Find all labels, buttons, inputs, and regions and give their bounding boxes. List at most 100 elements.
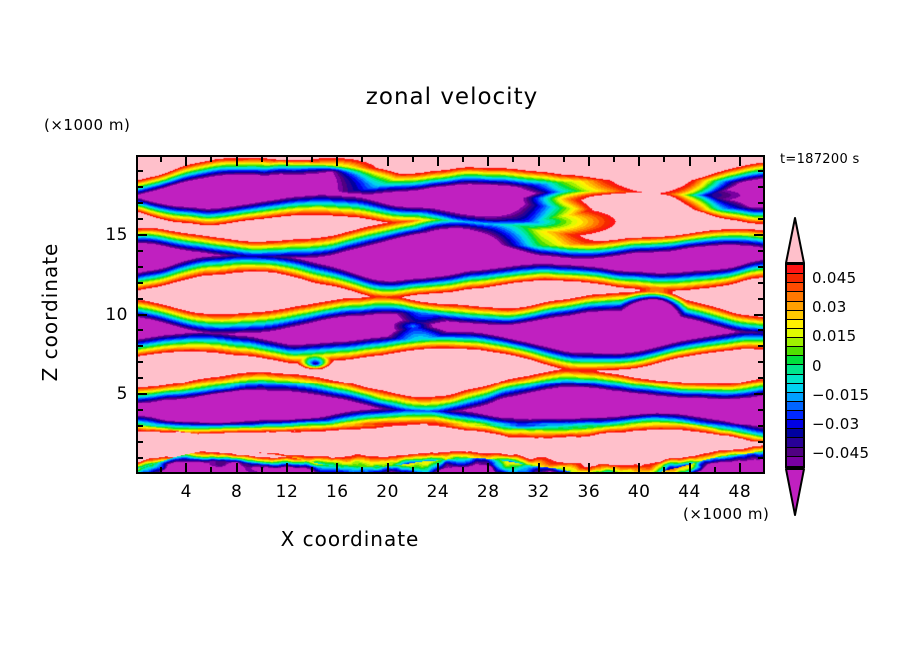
colorbar-tick-label: 0.03 bbox=[812, 297, 847, 316]
x-tick-minor-bottom bbox=[462, 467, 465, 472]
y-tick-minor-left bbox=[138, 409, 143, 412]
x-tick-minor-top bbox=[411, 157, 414, 162]
colorbar-band bbox=[787, 447, 803, 457]
y-tick-minor-left bbox=[138, 345, 143, 348]
x-tick-bottom bbox=[688, 463, 691, 472]
x-tick-top bbox=[235, 157, 238, 166]
contour-plot-area bbox=[136, 155, 765, 474]
x-tick-label: 36 bbox=[577, 482, 601, 502]
x-tick-minor-top bbox=[663, 157, 666, 162]
x-tick-top bbox=[436, 157, 439, 166]
x-tick-minor-bottom bbox=[361, 467, 364, 472]
y-tick-left bbox=[138, 393, 147, 396]
x-tick-label: 20 bbox=[376, 482, 399, 502]
x-axis-title: X coordinate bbox=[280, 527, 420, 551]
x-tick-minor-top bbox=[260, 157, 263, 162]
colorbar-band bbox=[787, 292, 803, 302]
colorbar-tick-label: −0.045 bbox=[812, 444, 870, 463]
y-tick-minor-left bbox=[138, 249, 143, 252]
x-tick-minor-top bbox=[613, 157, 616, 162]
colorbar-band bbox=[787, 319, 803, 329]
y-tick-minor-right bbox=[758, 185, 763, 188]
y-tick-minor-right bbox=[758, 377, 763, 380]
x-tick-minor-bottom bbox=[411, 467, 414, 472]
y-tick-minor-left bbox=[138, 377, 143, 380]
x-tick-minor-bottom bbox=[663, 467, 666, 472]
x-tick-minor-top bbox=[210, 157, 213, 162]
colorbar-band bbox=[787, 274, 803, 284]
y-tick-label: 15 bbox=[105, 224, 128, 245]
y-tick-left bbox=[138, 233, 147, 236]
y-axis-unit-label: (×1000 m) bbox=[44, 116, 131, 134]
chart-title: zonal velocity bbox=[365, 84, 539, 110]
colorbar-tick-label: −0.03 bbox=[812, 415, 860, 434]
colorbar-tick-label: 0.045 bbox=[812, 268, 857, 287]
colorbar bbox=[781, 216, 809, 516]
x-axis-unit-label: (×1000 m) bbox=[683, 505, 770, 523]
y-tick-minor-right bbox=[758, 329, 763, 332]
y-tick-minor-left bbox=[138, 265, 143, 268]
x-tick-bottom bbox=[285, 463, 288, 472]
x-tick-label: 12 bbox=[275, 482, 299, 502]
y-tick-minor-right bbox=[758, 281, 763, 284]
colorbar-band bbox=[787, 438, 803, 448]
contour-field-canvas bbox=[138, 157, 763, 472]
colorbar-band bbox=[787, 374, 803, 384]
x-tick-minor-top bbox=[512, 157, 515, 162]
y-tick-right bbox=[754, 393, 763, 396]
x-tick-top bbox=[688, 157, 691, 166]
x-tick-bottom bbox=[235, 463, 238, 472]
y-tick-minor-left bbox=[138, 169, 143, 172]
colorbar-tick-label: 0.015 bbox=[812, 327, 857, 346]
y-tick-minor-left bbox=[138, 185, 143, 188]
x-tick-top bbox=[285, 157, 288, 166]
x-tick-minor-bottom bbox=[260, 467, 263, 472]
y-tick-minor-right bbox=[758, 361, 763, 364]
x-tick-label: 48 bbox=[728, 482, 752, 502]
y-tick-minor-right bbox=[758, 169, 763, 172]
x-tick-top bbox=[638, 157, 641, 166]
colorbar-band bbox=[787, 420, 803, 430]
colorbar-band bbox=[787, 328, 803, 338]
y-tick-minor-right bbox=[758, 217, 763, 220]
y-tick-minor-right bbox=[758, 409, 763, 412]
x-tick-minor-bottom bbox=[613, 467, 616, 472]
x-tick-minor-bottom bbox=[512, 467, 515, 472]
x-tick-minor-bottom bbox=[713, 467, 716, 472]
y-tick-minor-right bbox=[758, 249, 763, 252]
x-tick-label: 8 bbox=[230, 482, 243, 502]
y-tick-left bbox=[138, 313, 147, 316]
colorbar-band bbox=[787, 283, 803, 293]
x-tick-label: 16 bbox=[325, 482, 349, 502]
colorbar-band bbox=[787, 347, 803, 357]
x-tick-top bbox=[587, 157, 590, 166]
y-tick-minor-right bbox=[758, 265, 763, 268]
x-tick-minor-bottom bbox=[311, 467, 314, 472]
x-tick-minor-bottom bbox=[160, 467, 163, 472]
x-tick-minor-bottom bbox=[562, 467, 565, 472]
timestamp-label: t=187200 s bbox=[780, 152, 860, 167]
colorbar-band bbox=[787, 383, 803, 393]
colorbar-under-arrow bbox=[785, 468, 805, 516]
x-tick-bottom bbox=[638, 463, 641, 472]
x-tick-top bbox=[185, 157, 188, 166]
y-tick-minor-left bbox=[138, 457, 143, 460]
colorbar-band bbox=[787, 310, 803, 320]
y-tick-minor-right bbox=[758, 201, 763, 204]
x-tick-minor-top bbox=[462, 157, 465, 162]
x-tick-bottom bbox=[738, 463, 741, 472]
x-tick-minor-top bbox=[311, 157, 314, 162]
y-tick-minor-left bbox=[138, 217, 143, 220]
x-tick-minor-top bbox=[562, 157, 565, 162]
x-tick-label: 4 bbox=[180, 482, 192, 502]
x-tick-top bbox=[537, 157, 540, 166]
y-axis-title: Z coordinate bbox=[38, 242, 62, 382]
y-tick-minor-right bbox=[758, 345, 763, 348]
colorbar-band bbox=[787, 365, 803, 375]
x-tick-bottom bbox=[587, 463, 590, 472]
x-tick-bottom bbox=[537, 463, 540, 472]
y-tick-minor-left bbox=[138, 329, 143, 332]
colorbar-band bbox=[787, 338, 803, 348]
y-tick-minor-left bbox=[138, 297, 143, 300]
x-tick-label: 28 bbox=[476, 482, 500, 502]
